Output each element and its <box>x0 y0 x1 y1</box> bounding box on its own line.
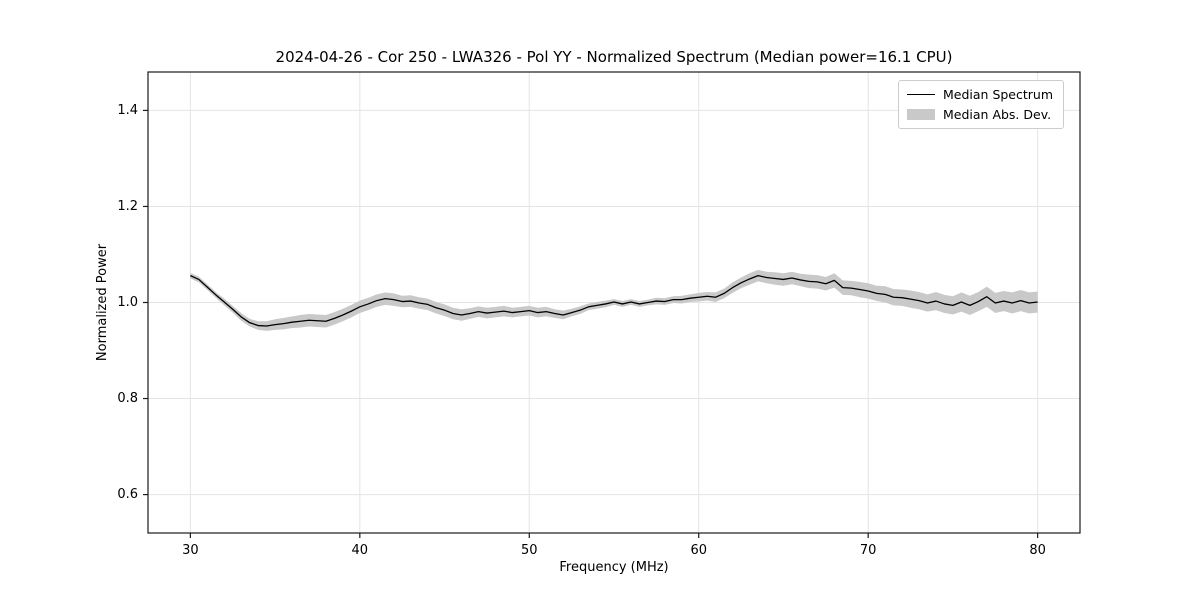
svg-text:60: 60 <box>690 543 707 558</box>
svg-text:1.0: 1.0 <box>117 295 138 310</box>
legend-label: Median Spectrum <box>943 87 1054 102</box>
plot-svg: 30 40 50 60 70 80 0.6 0.8 1.0 1.2 1.4 <box>117 71 1081 558</box>
svg-text:30: 30 <box>182 543 199 558</box>
mad-band <box>190 269 1038 331</box>
legend: Median Spectrum Median Abs. Dev. <box>898 80 1065 129</box>
svg-text:1.4: 1.4 <box>117 103 138 118</box>
legend-line-swatch <box>907 94 935 95</box>
svg-text:1.2: 1.2 <box>117 199 138 214</box>
svg-text:70: 70 <box>860 543 877 558</box>
legend-entry-median-spectrum: Median Spectrum <box>907 87 1053 102</box>
legend-patch-swatch <box>907 109 935 120</box>
svg-text:50: 50 <box>521 543 538 558</box>
legend-label: Median Abs. Dev. <box>943 107 1052 122</box>
svg-text:80: 80 <box>1029 543 1046 558</box>
spectrum-line <box>190 274 1038 327</box>
x-tick-labels: 30 40 50 60 70 80 <box>182 533 1046 558</box>
y-tick-labels: 0.6 0.8 1.0 1.2 1.4 <box>117 103 148 502</box>
svg-text:0.8: 0.8 <box>117 391 138 406</box>
plot-area: 30 40 50 60 70 80 0.6 0.8 1.0 1.2 1.4 <box>117 71 1081 558</box>
y-axis-label: Normalized Power <box>95 243 111 362</box>
svg-text:40: 40 <box>352 543 369 558</box>
chart-title: 2024-04-26 - Cor 250 - LWA326 - Pol YY -… <box>275 48 953 66</box>
x-axis-label: Frequency (MHz) <box>559 560 669 575</box>
legend-entry-median-abs-dev: Median Abs. Dev. <box>907 107 1053 122</box>
svg-text:0.6: 0.6 <box>117 487 138 502</box>
